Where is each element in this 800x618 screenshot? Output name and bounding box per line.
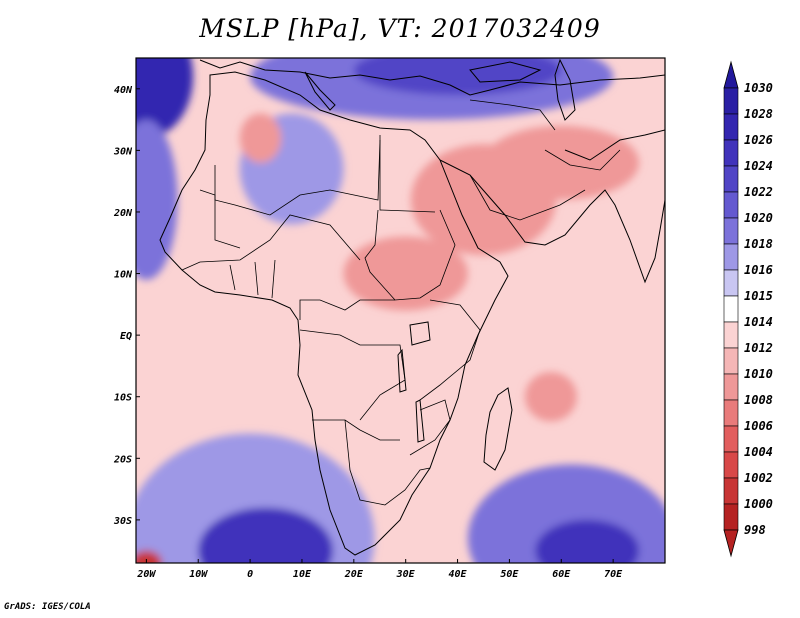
- colorbar-label: 1012: [744, 341, 773, 355]
- colorbar-bin: [723, 139, 739, 167]
- colorbar-bin: [723, 87, 739, 115]
- colorbar-label: 1030: [744, 81, 773, 95]
- y-tick-label: 20N: [113, 208, 133, 219]
- x-tick-label: 0: [247, 569, 253, 580]
- x-tick-label: 60E: [552, 569, 571, 580]
- colorbar-label: 1002: [744, 471, 773, 485]
- border-central-africa: [299, 299, 395, 320]
- y-tick-label: 30S: [113, 516, 132, 527]
- y-tick-label: EQ: [120, 331, 132, 342]
- pressure-cell-sahel-low: [343, 236, 468, 311]
- map-frame: [135, 57, 666, 564]
- border-east-africa: [419, 299, 481, 401]
- colorbar-bin: [723, 217, 739, 245]
- colorbar-bin: [723, 399, 739, 427]
- x-tick-label: 50E: [500, 569, 519, 580]
- pressure-cell-west-africa-high: [136, 119, 178, 280]
- colorbar-label: 1018: [744, 237, 773, 251]
- y-tick-label: 40N: [114, 85, 133, 96]
- border-algeria-mali: [214, 139, 381, 216]
- colorbar-bin: [723, 191, 739, 219]
- x-tick-label: 70E: [604, 569, 623, 580]
- colorbar-bin: [723, 477, 739, 505]
- italy-coastline: [304, 71, 336, 111]
- lake-malawi: [415, 399, 425, 443]
- border-turkey: [469, 99, 556, 131]
- colorbar-bin: [723, 243, 739, 271]
- colorbar-label: 1010: [744, 367, 773, 381]
- europe-coastline: [199, 59, 665, 96]
- y-tick-label: 10S: [114, 393, 132, 404]
- border-southern-africa: [344, 419, 431, 506]
- colorbar-bin: [723, 503, 739, 531]
- border-congo: [299, 329, 406, 421]
- colorbar-label: 1024: [744, 159, 773, 173]
- colorbar-bin: [723, 165, 739, 193]
- lake-victoria: [409, 321, 431, 346]
- colorbar-top-arrow: [723, 60, 739, 89]
- colorbar-label: 1028: [744, 107, 773, 121]
- y-tick-label: 30N: [113, 146, 133, 157]
- x-tick-label: 40E: [449, 569, 468, 580]
- x-tick-label: 10W: [189, 569, 208, 580]
- pressure-cell-south-atlantic-core: [198, 507, 334, 563]
- colorbar-bin: [723, 373, 739, 401]
- y-tick-label: 10N: [114, 270, 133, 281]
- border-libya-egypt: [379, 135, 436, 213]
- pressure-cell-indian-ocean-low: [524, 372, 577, 422]
- x-tick-label: 20E: [344, 569, 364, 580]
- colorbar-bin: [723, 347, 739, 375]
- colorbar-bin: [723, 425, 739, 453]
- madagascar-coastline: [483, 387, 513, 471]
- colorbar: 1030 1028 1026 1024 1022 1020 1018 1016 1015 1014…: [723, 60, 773, 558]
- colorbar-bin: [723, 269, 739, 297]
- colorbar-bin: [723, 295, 739, 323]
- colorbar-label: 1020: [744, 211, 773, 225]
- colorbar-label: 1006: [744, 419, 773, 433]
- colorbar-label: 1015: [744, 289, 773, 303]
- x-tick-label: 10E: [293, 569, 312, 580]
- pressure-cell-south-west-low: [136, 550, 162, 563]
- border-sahel: [181, 214, 361, 271]
- pressure-cell-north-high-core: [353, 58, 562, 95]
- arabia-coastline: [439, 159, 665, 284]
- colorbar-label: 1000: [744, 497, 773, 511]
- colorbar-label: 1004: [744, 445, 773, 459]
- coastlines: [159, 58, 665, 556]
- x-tick-label: 30E: [396, 569, 416, 580]
- africa-coastline: [159, 71, 509, 556]
- border-angola-namibia: [312, 419, 400, 441]
- colorbar-bin: [723, 321, 739, 349]
- arabian-sea-coast: [564, 129, 665, 161]
- border-iran: [544, 149, 621, 171]
- colorbar-label: 998: [744, 523, 766, 537]
- colorbar-label: 1016: [744, 263, 773, 277]
- country-borders: [181, 99, 621, 506]
- colorbar-label: 1026: [744, 133, 773, 147]
- colorbar-bottom-arrow: [723, 529, 739, 558]
- y-tick-label: 20S: [113, 454, 132, 465]
- border-west-africa-2: [229, 259, 276, 299]
- pressure-cell-iran-low: [483, 125, 640, 200]
- grads-credit: GrADS: IGES/COLA: [4, 602, 91, 612]
- colorbar-label: 1022: [744, 185, 773, 199]
- pressure-cell-north-high-atlantic: [136, 58, 194, 139]
- border-mozambique: [409, 399, 451, 456]
- colorbar-label: 1014: [744, 315, 773, 329]
- border-west-africa-1: [199, 189, 241, 249]
- black-sea-coastline: [469, 61, 542, 83]
- map-title: MSLP [hPa], VT: 2017032409: [199, 14, 601, 43]
- colorbar-label: 1008: [744, 393, 773, 407]
- caspian-coastline: [554, 58, 576, 121]
- x-tick-label: 20W: [136, 569, 156, 580]
- pressure-cell-algeria-low: [239, 113, 282, 163]
- colorbar-bin: [723, 451, 739, 479]
- border-arabia: [469, 174, 586, 221]
- pressure-cell-south-indian-core: [535, 519, 640, 563]
- map-axes: 20W 10W 0 10E 20E 30E 40E 50E 60E 70E 40N 30N 20N 10N…: [113, 85, 623, 580]
- colorbar-bin: [723, 113, 739, 141]
